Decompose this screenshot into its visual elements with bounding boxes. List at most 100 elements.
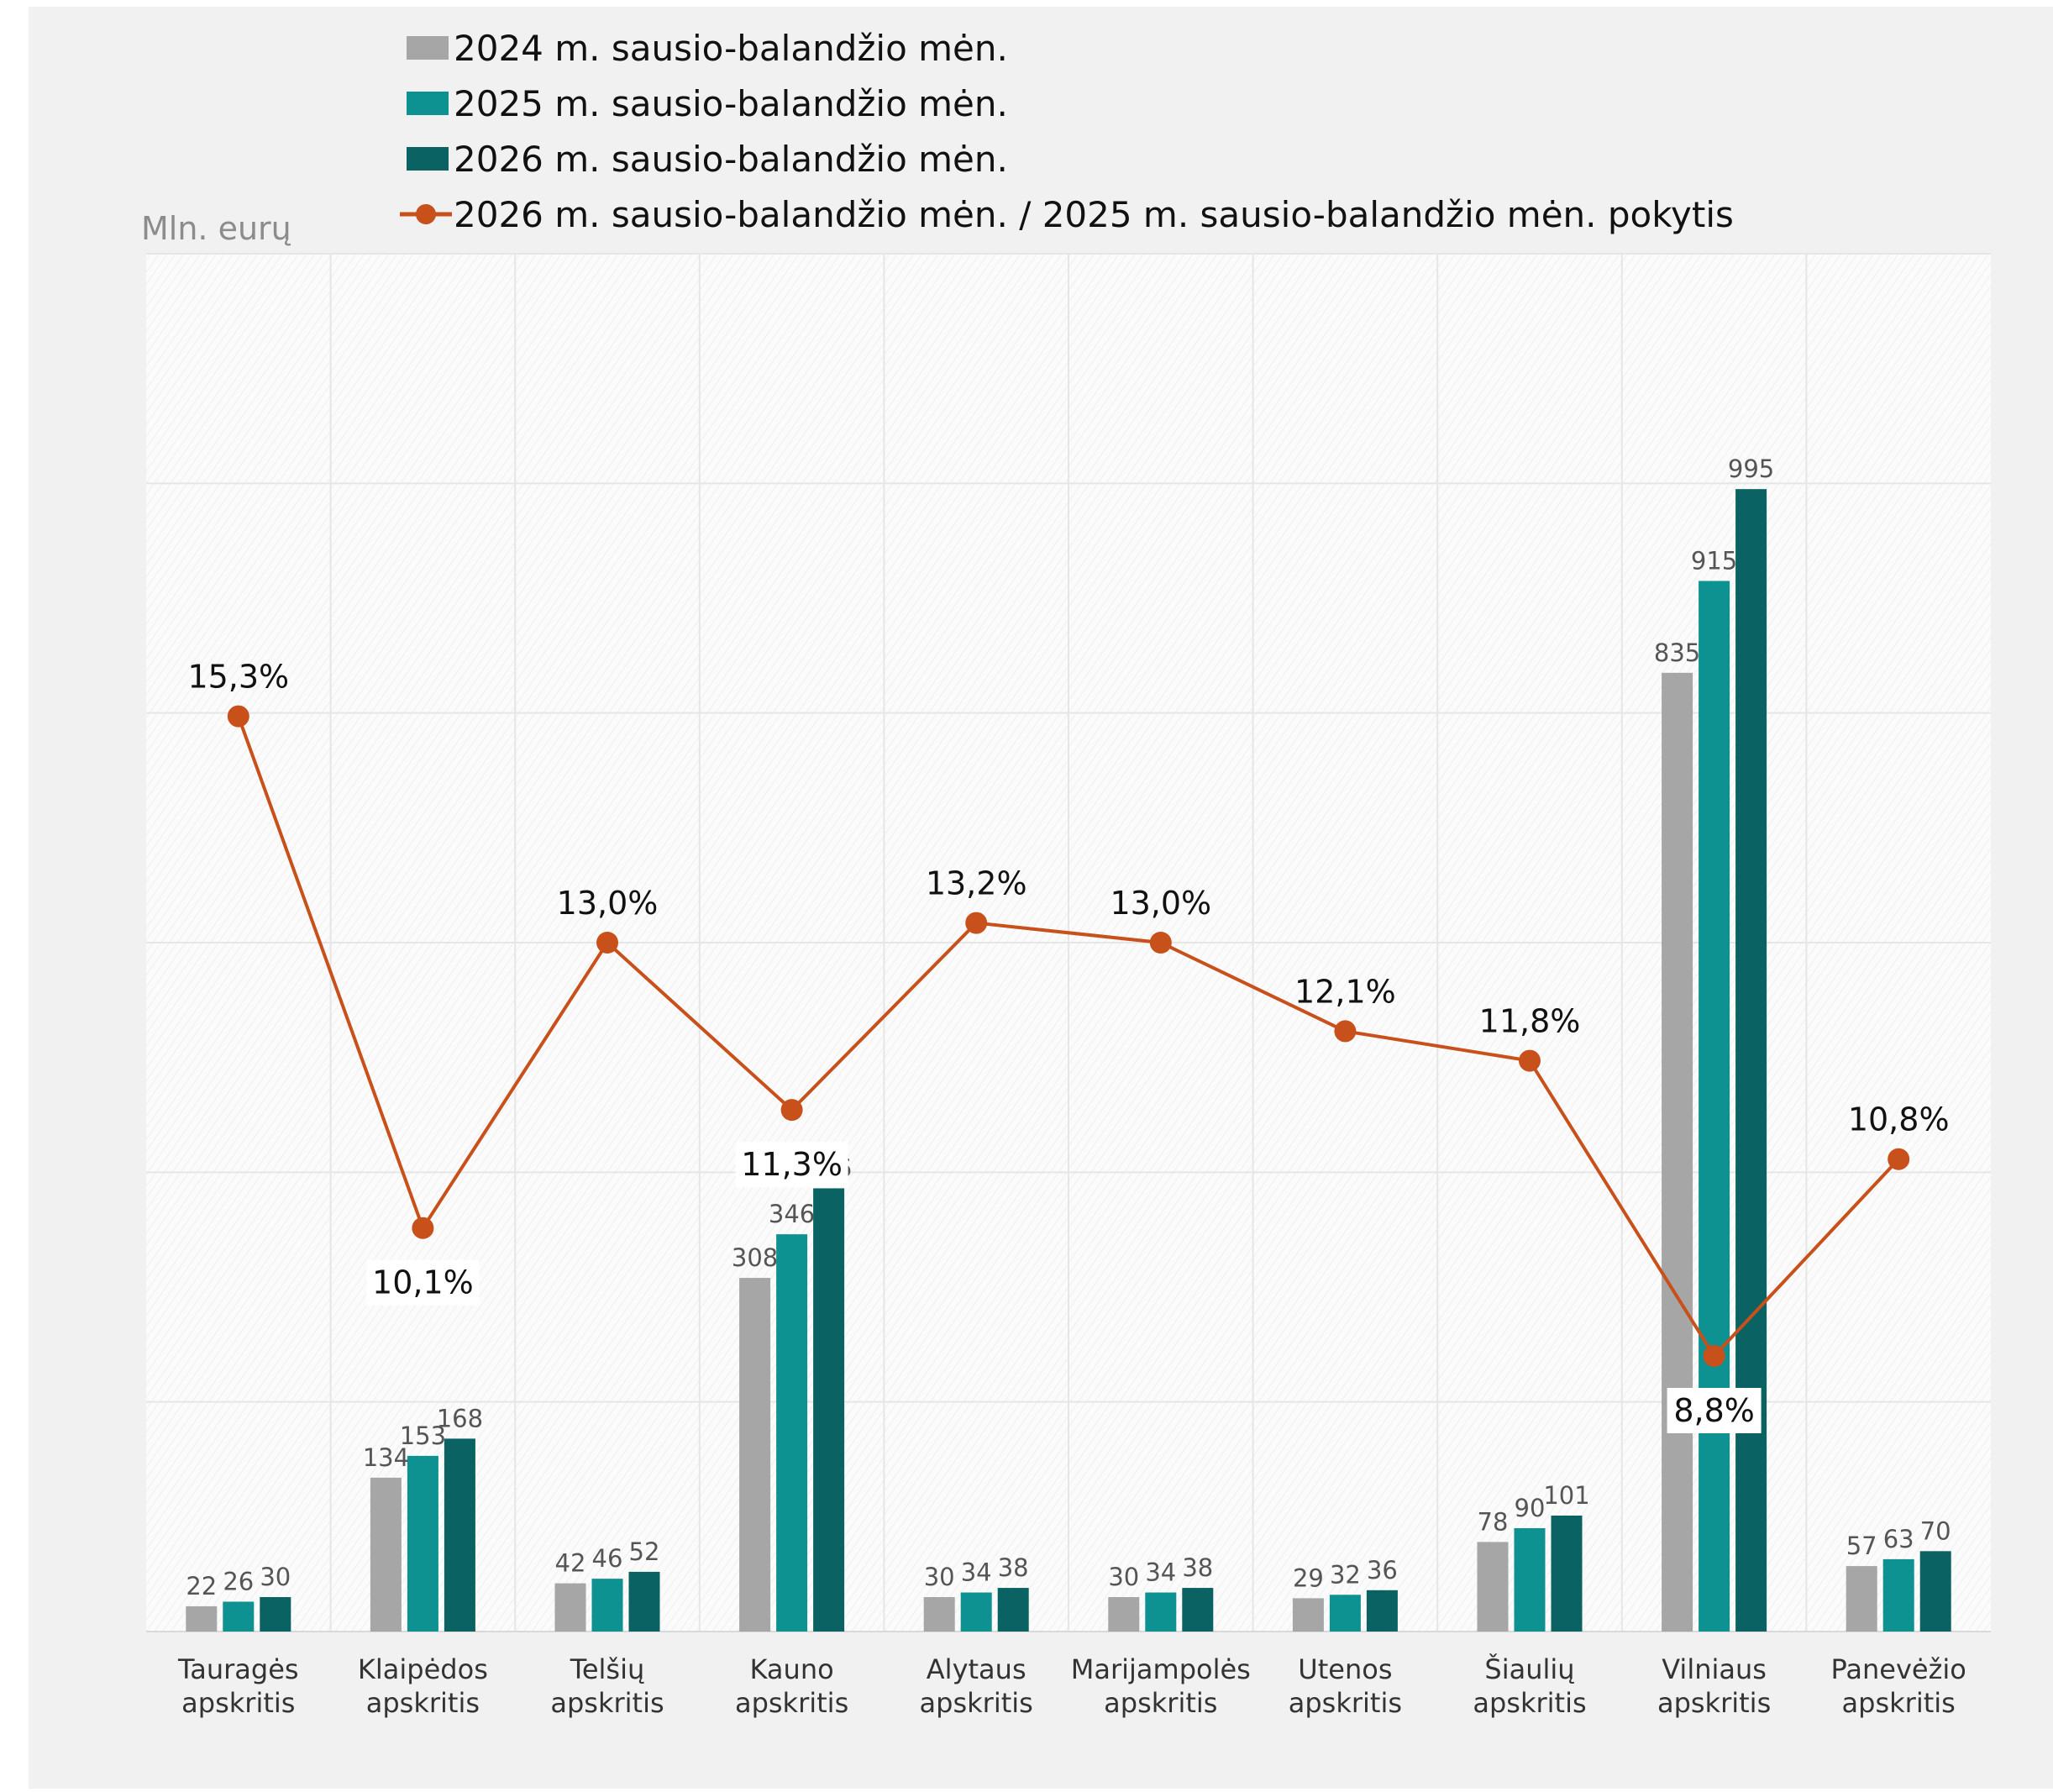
- bar-value-label: 308: [732, 1243, 778, 1272]
- category-label: Alytaus: [927, 1653, 1026, 1685]
- bar-value-label: 63: [1883, 1525, 1914, 1553]
- bar-2024-6: [1292, 1598, 1324, 1632]
- bar-2026-3: [813, 1188, 845, 1632]
- percent-label: 11,3%: [741, 1146, 843, 1183]
- bar-series-group: [186, 489, 1951, 1632]
- legend-swatch: [407, 147, 449, 171]
- category-label: apskritis: [1842, 1687, 1956, 1719]
- category-label: apskritis: [735, 1687, 848, 1719]
- percent-label: 15,3%: [187, 659, 289, 696]
- gridlines: [146, 253, 1991, 1632]
- bar-value-label: 153: [400, 1422, 446, 1450]
- bar-value-label: 70: [1920, 1516, 1951, 1545]
- bar-2026-2: [628, 1571, 660, 1632]
- bar-2024-8: [1662, 672, 1693, 1632]
- legend-entry-label: 2026 m. sausio-balandžio mėn. / 2025 m. …: [454, 194, 1734, 235]
- bar-value-label: 134: [363, 1443, 409, 1472]
- bar-value-label: 90: [1515, 1494, 1546, 1522]
- percent-label: 13,0%: [1110, 885, 1211, 922]
- bar-2025-2: [591, 1579, 623, 1632]
- category-label: Tauragės: [177, 1653, 299, 1685]
- bar-2026-1: [444, 1438, 475, 1632]
- bar-value-label: 168: [437, 1404, 483, 1432]
- bar-value-label: 995: [1728, 455, 1774, 483]
- line-marker: [1703, 1345, 1725, 1367]
- bar-2025-6: [1329, 1595, 1361, 1632]
- bar-value-label: 52: [629, 1537, 660, 1566]
- percent-label: 10,1%: [372, 1264, 474, 1301]
- percent-label: 13,2%: [926, 865, 1027, 902]
- bar-2024-3: [739, 1278, 771, 1632]
- bar-value-label: 46: [592, 1544, 623, 1573]
- bar-value-label: 34: [1145, 1558, 1176, 1587]
- category-label: apskritis: [920, 1687, 1033, 1719]
- line-marker: [1888, 1148, 1910, 1170]
- category-label: apskritis: [1289, 1687, 1402, 1719]
- bar-value-label: 30: [1108, 1563, 1139, 1591]
- bar-2026-4: [997, 1588, 1029, 1632]
- bar-2024-7: [1477, 1542, 1509, 1632]
- percent-label: 10,8%: [1848, 1101, 1950, 1138]
- bar-2025-9: [1882, 1558, 1914, 1632]
- bar-2024-1: [370, 1477, 402, 1632]
- category-label: Šiaulių: [1484, 1653, 1574, 1685]
- category-label-group: TauragėsapskritisKlaipėdosapskritisTelši…: [177, 1653, 1966, 1719]
- bar-value-label: 36: [1367, 1556, 1398, 1584]
- category-label: Utenos: [1298, 1653, 1392, 1685]
- percent-label: 13,0%: [557, 885, 659, 922]
- category-label: apskritis: [1473, 1687, 1586, 1719]
- bar-2024-9: [1846, 1566, 1877, 1632]
- line-series-group: [227, 705, 1910, 1367]
- bar-value-label: 38: [998, 1553, 1029, 1582]
- bar-value-label: 26: [223, 1567, 254, 1595]
- line-marker: [1519, 1049, 1541, 1072]
- category-label: apskritis: [181, 1687, 295, 1719]
- bar-2025-3: [776, 1234, 808, 1632]
- legend: 2024 m. sausio-balandžio mėn. 2025 m. sau…: [400, 28, 1734, 235]
- bar-2025-4: [960, 1592, 992, 1632]
- bar-value-label: 29: [1293, 1563, 1324, 1592]
- category-label: Kauno: [750, 1653, 834, 1685]
- percent-label-group: 15,3% 10,1% 13,0% 11,3% 13,2% 13,0% 12,1% 11,8%…: [187, 659, 1950, 1433]
- legend-swatch: [407, 36, 449, 60]
- bar-value-label: 38: [1182, 1553, 1213, 1582]
- line-marker: [1334, 1020, 1357, 1043]
- line-marker: [596, 932, 618, 954]
- percent-label: 11,8%: [1479, 1003, 1581, 1040]
- bar-value-label: 101: [1543, 1481, 1589, 1510]
- category-label: Klaipėdos: [358, 1653, 488, 1685]
- bar-value-label: 32: [1330, 1560, 1361, 1589]
- bar-2025-5: [1145, 1592, 1177, 1632]
- line-marker: [965, 912, 988, 934]
- bar-value-label: 78: [1478, 1507, 1509, 1536]
- bar-2026-7: [1551, 1515, 1583, 1632]
- legend-entry-label: 2025 m. sausio-balandžio mėn.: [454, 83, 1008, 124]
- bar-2026-9: [1919, 1551, 1951, 1632]
- bar-2025-1: [407, 1455, 438, 1632]
- legend-entry-label: 2026 m. sausio-balandžio mėn.: [454, 139, 1008, 180]
- percent-label: 8,8%: [1673, 1392, 1755, 1429]
- percent-label-bg: [366, 1259, 480, 1306]
- bar-2025-8: [1699, 581, 1730, 1632]
- bar-2024-5: [1108, 1597, 1140, 1632]
- category-label: Panevėžio: [1831, 1653, 1966, 1685]
- bar-value-label: 57: [1846, 1532, 1877, 1560]
- category-label: apskritis: [550, 1687, 664, 1719]
- bar-value-label: 835: [1654, 638, 1700, 667]
- bar-value-label: 346: [769, 1200, 815, 1228]
- category-label: Telšių: [570, 1653, 645, 1685]
- y-unit-label: Mln. eurų: [141, 210, 291, 247]
- bar-value-label: 22: [186, 1572, 217, 1600]
- bar-2026-8: [1735, 489, 1767, 1632]
- category-label: apskritis: [366, 1687, 480, 1719]
- bar-2026-5: [1182, 1588, 1214, 1632]
- bar-2024-0: [186, 1605, 218, 1632]
- percent-label-bg: [735, 1142, 848, 1188]
- bar-2025-0: [223, 1601, 255, 1632]
- category-label: Marijampolės: [1071, 1653, 1251, 1685]
- bar-value-label: 34: [961, 1558, 992, 1587]
- percent-label-bg: [1667, 1388, 1762, 1433]
- bar-2026-0: [260, 1597, 291, 1632]
